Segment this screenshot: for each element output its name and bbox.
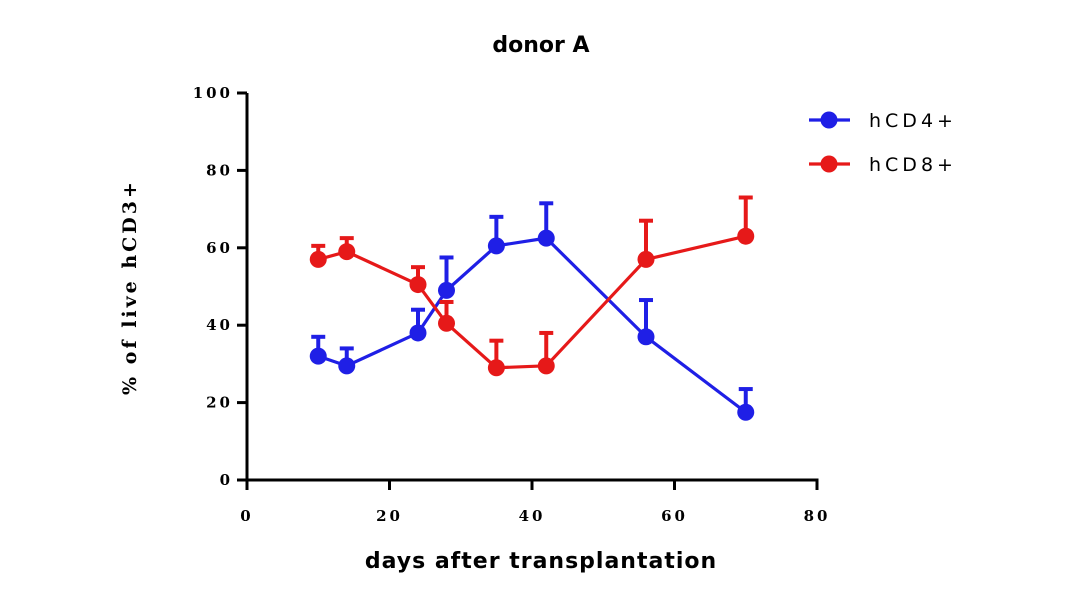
data-point [438, 314, 455, 332]
series-line-segment [545, 236, 648, 338]
y-tick-label: 80 [206, 161, 233, 179]
data-point [537, 229, 555, 247]
legend-item: hCD4+ [809, 110, 957, 132]
y-tick-label: 60 [206, 239, 233, 257]
data-point [409, 324, 427, 342]
data-point [338, 357, 356, 375]
x-tick-label: 0 [240, 507, 253, 525]
series-line-segment [346, 331, 419, 368]
data-point [338, 243, 356, 261]
x-tick-label: 60 [661, 507, 688, 525]
x-tick-label: 80 [804, 507, 831, 525]
series-line-segment [416, 289, 448, 334]
data-point [637, 328, 655, 346]
data-point [438, 281, 455, 299]
data-point [487, 237, 505, 255]
data-point [487, 359, 505, 377]
series-line-segment [545, 258, 648, 367]
legend-marker [820, 111, 838, 129]
series-hcd8 [309, 195, 755, 377]
y-tick-label: 20 [206, 394, 233, 412]
y-tick-label: 40 [206, 316, 233, 334]
data-point [309, 347, 327, 365]
x-axis-ticks: 0 20 40 60 80 [240, 480, 831, 525]
series-line-segment [445, 322, 498, 369]
legend: hCD4+ hCD8+ [809, 110, 957, 176]
y-axis-label: % of live hCD3+ [119, 179, 141, 395]
series-line-segment [445, 244, 498, 292]
chart-title: donor A [492, 33, 589, 58]
data-point [737, 403, 755, 421]
data-point [737, 227, 755, 245]
axes [245, 93, 819, 482]
y-tick-label: 100 [193, 84, 233, 102]
y-tick-label: 0 [220, 471, 233, 489]
series-line-segment [346, 250, 419, 287]
series-line-segment [645, 335, 747, 414]
x-tick-label: 20 [376, 507, 403, 525]
x-tick-label: 40 [519, 507, 546, 525]
legend-item: hCD8+ [809, 154, 957, 176]
data-point [309, 250, 327, 268]
data-point [637, 250, 655, 268]
legend-label: hCD4+ [869, 110, 957, 132]
x-axis-label: days after transplantation [365, 549, 717, 574]
data-point [409, 276, 427, 294]
legend-label: hCD8+ [869, 154, 957, 176]
legend-marker [820, 155, 838, 173]
series-hcd4 [309, 201, 755, 421]
data-point [537, 357, 555, 375]
y-axis-ticks: 0 20 40 60 80 100 [193, 84, 247, 489]
series-layer [309, 195, 755, 421]
series-line-segment [645, 234, 747, 261]
